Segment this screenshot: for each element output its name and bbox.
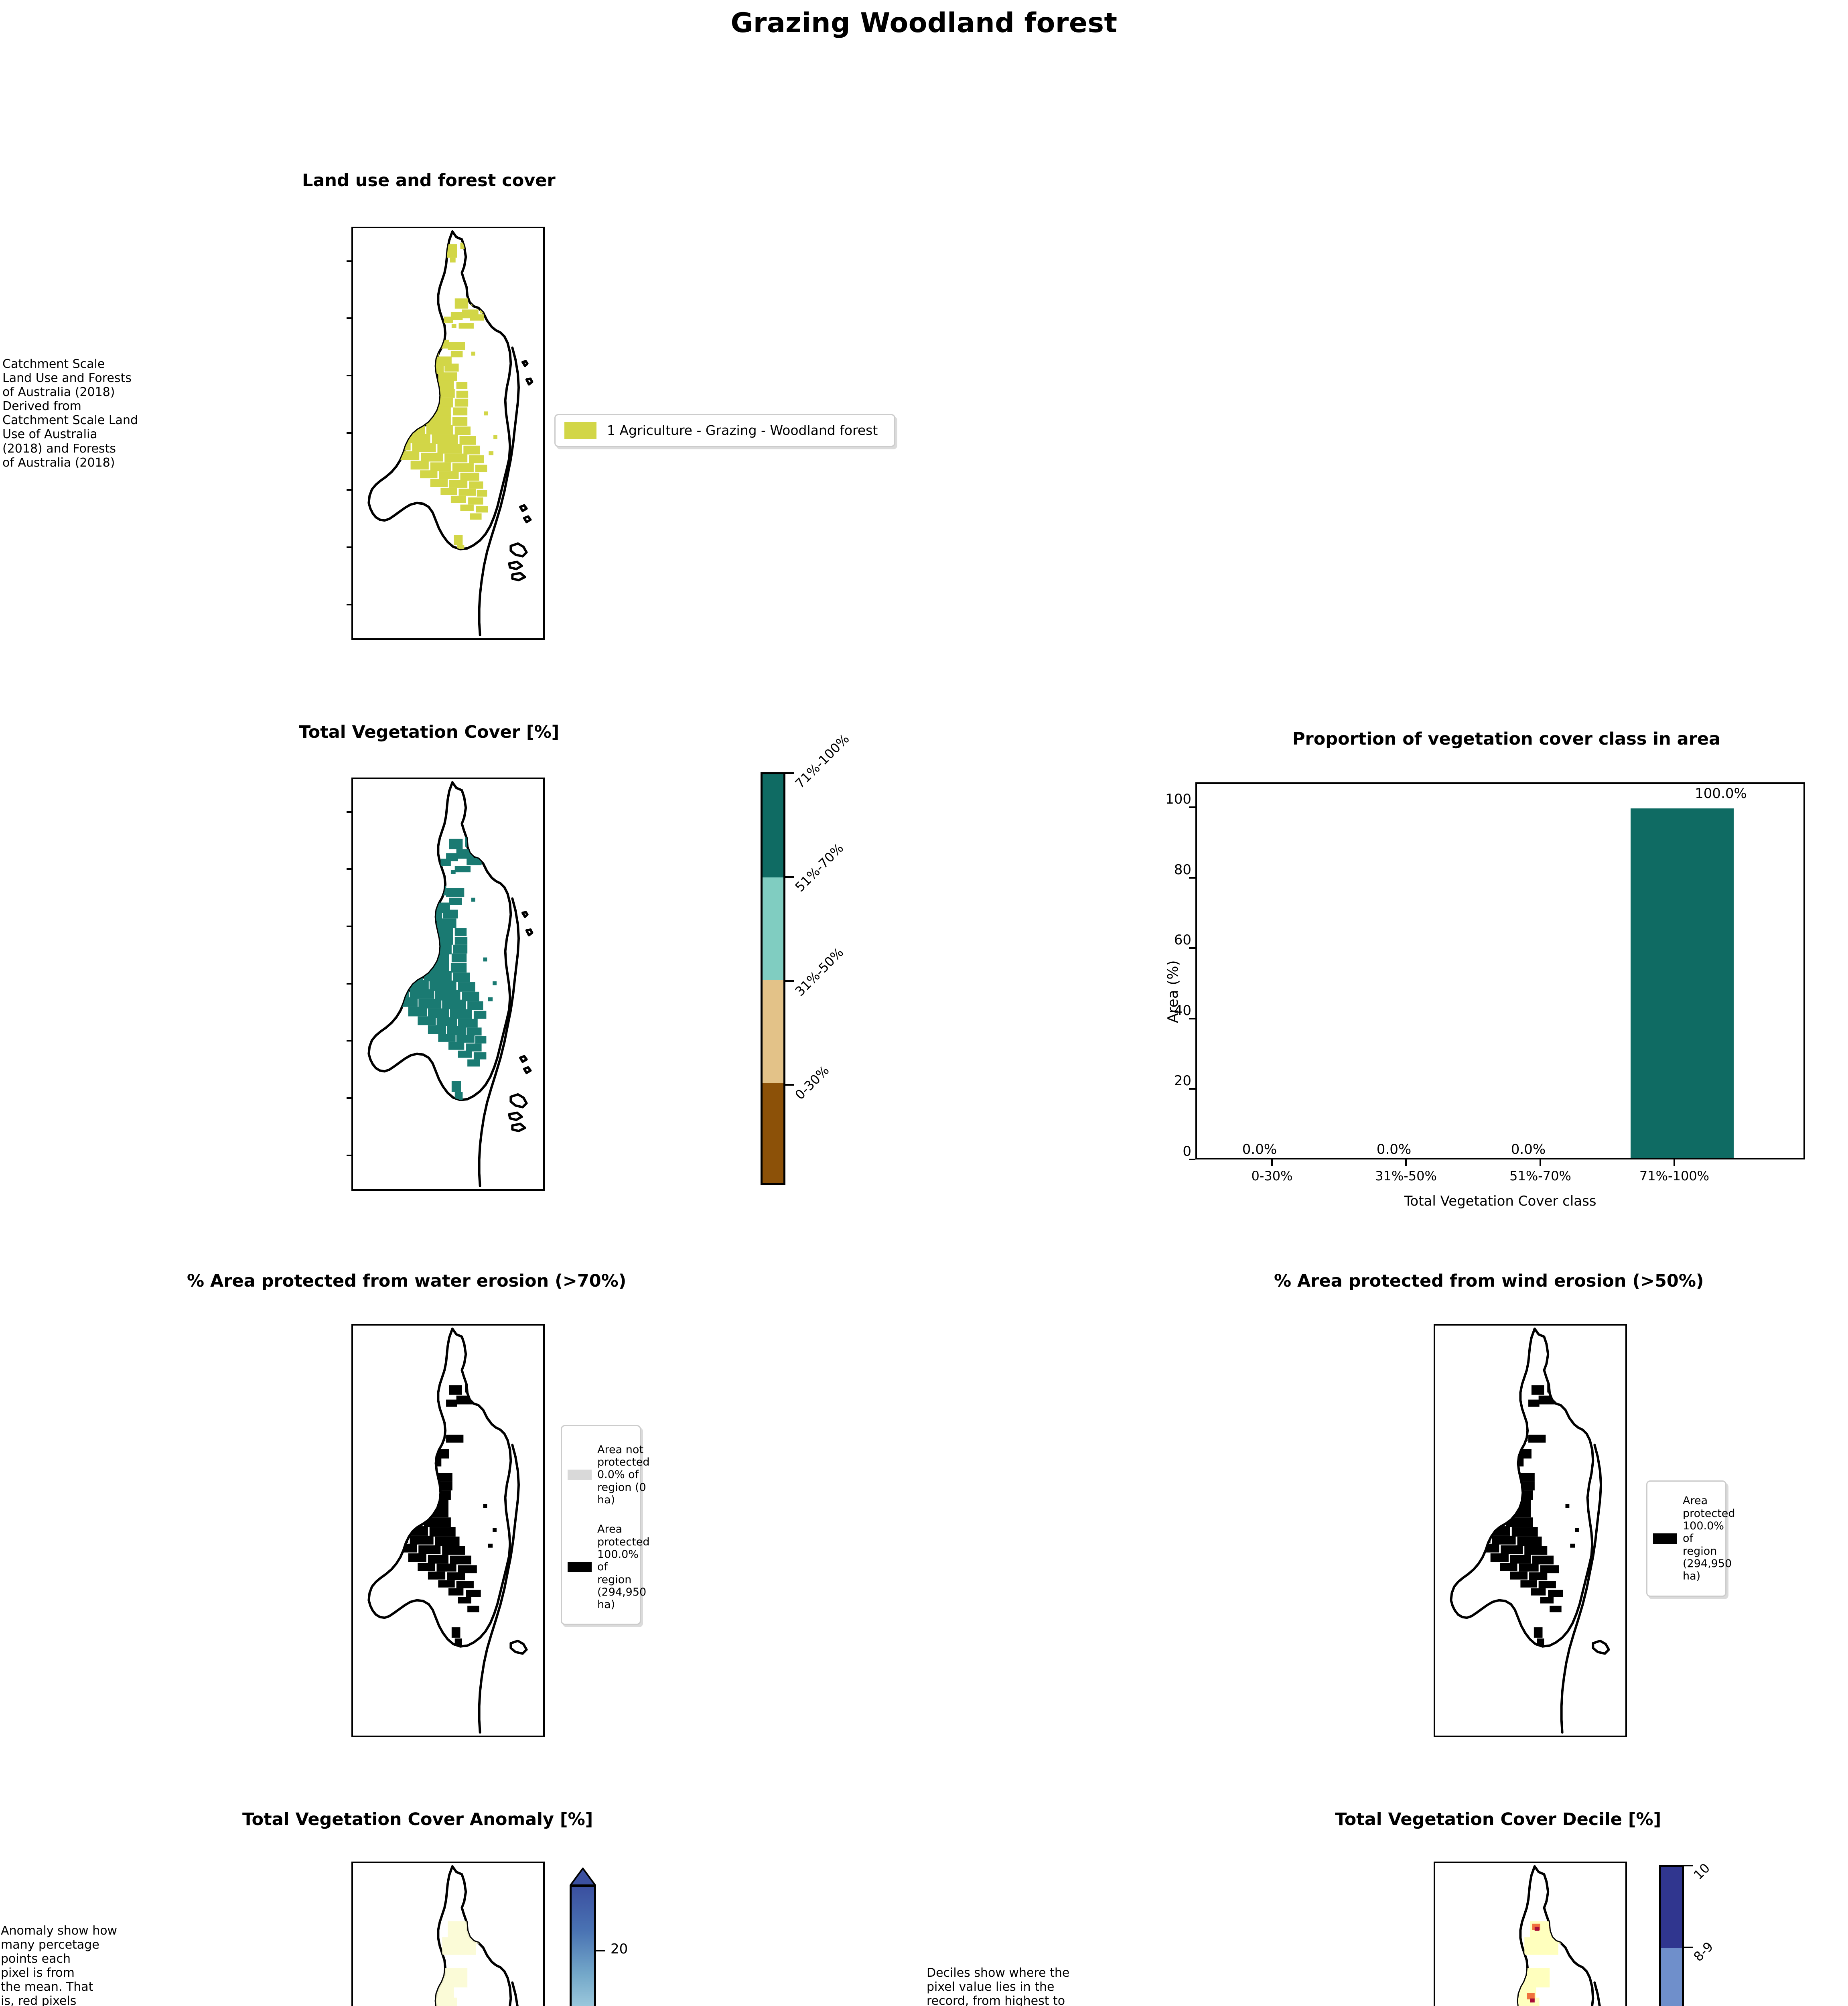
map-veg-cover[interactable]	[347, 778, 545, 1191]
chart-xtickmark-0-30	[1271, 1159, 1273, 1166]
legend-wind-erosion[interactable]: Area protected 100.0% of region (294,950…	[1646, 1480, 1735, 1597]
legend-label-water-protected: Area protected 100.0% of region (294,950…	[597, 1523, 650, 1611]
chart-ytickmark-0	[1189, 1159, 1195, 1160]
legend-swatch-not-protected	[568, 1470, 592, 1480]
legend-item-water-protected: Area protected 100.0% of region (294,950…	[568, 1517, 650, 1617]
chart-yaxis-label: Area (%)	[1165, 960, 1181, 1023]
chart-ytickmark-60	[1189, 947, 1195, 949]
legend-swatch-protected	[568, 1562, 592, 1572]
map-wind-erosion-graphic	[1450, 1327, 1610, 1734]
colorbar-decile-tick-8-9	[1684, 1947, 1693, 1948]
map-decile-graphic	[1471, 1865, 1601, 2006]
chart-xtick-71-100: 71%-100%	[1639, 1168, 1710, 1184]
colorbar-decile-seg-10	[1661, 1867, 1682, 1948]
colorbar-label-51-70: 51%-70%	[792, 840, 847, 895]
chart-xtickmark-51-70	[1540, 1159, 1541, 1166]
map-anomaly-graphic	[389, 1865, 519, 2006]
map-veg-cover-graphic	[367, 781, 534, 1188]
map-landuse-yticks	[347, 228, 353, 638]
legend-label-wind-protected: Area protected 100.0% of region (294,950…	[1683, 1494, 1735, 1583]
chart-ytick-20: 20	[1174, 1073, 1191, 1089]
proportion-chart[interactable]: 0 20 40 60 80 100 0.0% 0.0% 0.0% 100.0% …	[1155, 758, 1837, 1252]
chart-barlabel-31-50: 0.0%	[1376, 1141, 1412, 1157]
chart-ytickmark-80	[1189, 877, 1195, 879]
panel-title-water-erosion: % Area protected from water erosion (>70…	[187, 1271, 627, 1291]
colorbar-decile-seg-8-9	[1661, 1948, 1682, 2006]
map-decile[interactable]	[1434, 1862, 1627, 2006]
map-water-erosion[interactable]	[351, 1324, 545, 1737]
colorbar-seg-0-30	[763, 1083, 783, 1183]
page-title: Grazing Woodland forest	[730, 7, 1118, 39]
colorbar-veg-tick-3	[785, 876, 794, 878]
chart-plot-area	[1195, 782, 1805, 1159]
map-anomaly[interactable]	[351, 1862, 545, 2006]
chart-ytickmark-20	[1189, 1088, 1195, 1090]
chart-ytick-40: 40	[1174, 1003, 1191, 1019]
colorbar-veg-tick-1	[785, 1084, 794, 1086]
decile-side-note: Deciles show where the pixel value lies …	[927, 1966, 1070, 2006]
chart-barlabel-71-100: 100.0%	[1695, 786, 1747, 802]
colorbar-anomaly-arrow-top	[570, 1868, 596, 1886]
colorbar-label-71-100: 71%-100%	[792, 731, 852, 792]
colorbar-anomaly[interactable]	[570, 1868, 596, 2006]
legend-landuse[interactable]: 1 Agriculture - Grazing - Woodland fores…	[554, 414, 895, 447]
legend-label-grazing-woodland: 1 Agriculture - Grazing - Woodland fores…	[607, 422, 878, 438]
colorbar-veg-cover[interactable]	[761, 772, 785, 1185]
legend-item-water-not-protected: Area not protected 0.0% of region (0 ha)	[568, 1433, 650, 1517]
colorbar-decile-tick-10	[1684, 1865, 1693, 1866]
colorbar-decile-label-8-9: 8-9	[1690, 1939, 1716, 1965]
legend-item-wind-protected: Area protected 100.0% of region (294,950…	[1653, 1488, 1735, 1589]
panel-title-landuse: Land use and forest cover	[302, 171, 556, 191]
colorbar-seg-31-50	[763, 980, 783, 1083]
chart-ytick-60: 60	[1174, 932, 1191, 948]
chart-xtick-31-50: 31%-50%	[1375, 1168, 1437, 1184]
chart-ytick-80: 80	[1174, 862, 1191, 878]
panel-title-veg-cover: Total Vegetation Cover [%]	[299, 722, 560, 742]
chart-xtick-0-30: 0-30%	[1251, 1168, 1293, 1184]
colorbar-label-31-50: 31%-50%	[792, 944, 847, 999]
legend-item-landuse: 1 Agriculture - Grazing - Woodland fores…	[564, 415, 885, 446]
colorbar-label-0-30: 0-30%	[792, 1062, 832, 1103]
colorbar-decile[interactable]	[1659, 1865, 1684, 2006]
chart-xtick-51-70: 51%-70%	[1509, 1168, 1571, 1184]
chart-barlabel-51-70: 0.0%	[1511, 1141, 1546, 1157]
legend-water-erosion[interactable]: Area not protected 0.0% of region (0 ha)…	[561, 1425, 650, 1625]
chart-bar-71-100[interactable]	[1631, 808, 1734, 1158]
anomaly-side-note: Anomaly show how many percetage points e…	[1, 1924, 118, 2006]
legend-swatch-grazing-woodland	[564, 422, 596, 439]
chart-ytickmark-100	[1189, 806, 1195, 808]
colorbar-anomaly-tick-20	[596, 1950, 605, 1951]
chart-barlabel-0-30: 0.0%	[1242, 1141, 1277, 1157]
legend-swatch-wind-protected	[1653, 1533, 1677, 1544]
legend-label-water-not-protected: Area not protected 0.0% of region (0 ha)	[597, 1443, 650, 1506]
map-landuse-graphic	[367, 230, 534, 637]
colorbar-decile-label-10: 10	[1690, 1860, 1713, 1883]
landuse-side-note: Catchment Scale Land Use and Forests of …	[2, 357, 138, 470]
panel-title-anomaly: Total Vegetation Cover Anomaly [%]	[242, 1809, 593, 1829]
colorbar-seg-71-100	[763, 774, 783, 877]
map-water-erosion-graphic	[367, 1327, 528, 1734]
chart-xtickmark-31-50	[1405, 1159, 1407, 1166]
colorbar-veg-tick-4	[785, 772, 794, 774]
chart-ytick-100: 100	[1165, 791, 1191, 807]
map-veg-cover-yticks	[347, 779, 353, 1189]
chart-xaxis-label: Total Vegetation Cover class	[1404, 1193, 1596, 1209]
colorbar-seg-51-70	[763, 877, 783, 981]
map-landuse[interactable]	[347, 227, 545, 640]
panel-title-decile: Total Vegetation Cover Decile [%]	[1335, 1809, 1661, 1829]
panel-title-proportion: Proportion of vegetation cover class in …	[1292, 729, 1721, 749]
colorbar-veg-tick-2	[785, 980, 794, 982]
chart-xtickmark-71-100	[1674, 1159, 1675, 1166]
chart-ytickmark-40	[1189, 1018, 1195, 1019]
colorbar-anomaly-label-20: 20	[611, 1941, 628, 1957]
map-wind-erosion[interactable]	[1434, 1324, 1627, 1737]
colorbar-anomaly-gradient	[570, 1885, 596, 2006]
panel-title-wind-erosion: % Area protected from wind erosion (>50%…	[1274, 1271, 1704, 1291]
chart-ytick-0: 0	[1183, 1143, 1191, 1159]
